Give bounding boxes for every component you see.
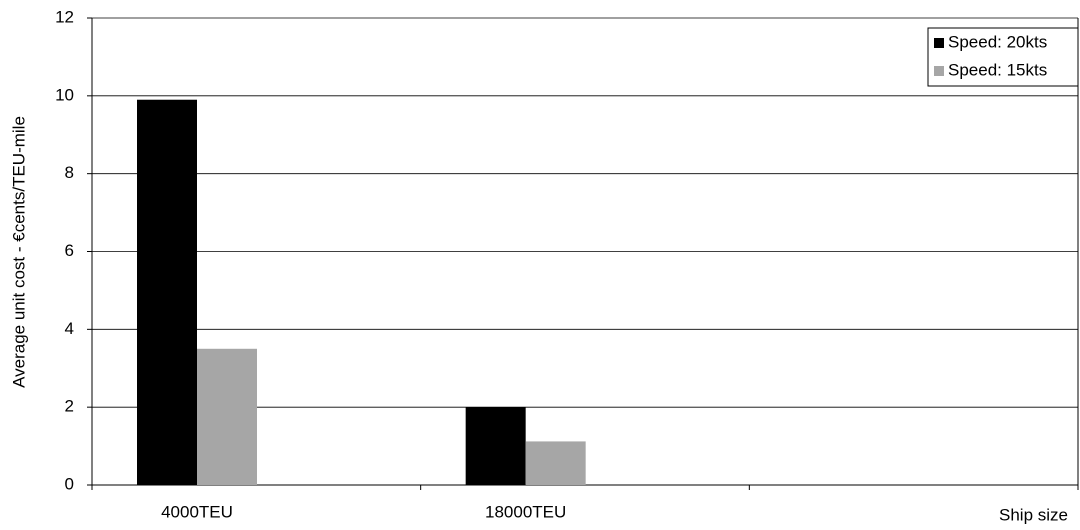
x-tick-label: 18000TEU <box>485 502 566 521</box>
y-tick-label: 10 <box>55 85 74 104</box>
y-tick-label: 12 <box>55 7 74 26</box>
x-axis-label: Ship size <box>999 505 1068 524</box>
bar <box>197 348 257 485</box>
legend-swatch <box>934 38 944 48</box>
legend-swatch <box>934 66 944 76</box>
legend-box <box>927 27 1079 87</box>
legend-label: Speed: 20kts <box>948 32 1047 51</box>
y-tick-label: 0 <box>65 474 74 493</box>
legend-label: Speed: 15kts <box>948 60 1047 79</box>
x-tick-label: 4000TEU <box>161 502 233 521</box>
y-tick-label: 8 <box>65 163 74 182</box>
y-tick-label: 6 <box>65 241 74 260</box>
bar <box>465 407 526 485</box>
y-axis-label: Average unit cost - €cents/TEU-mile <box>9 116 28 388</box>
y-tick-label: 4 <box>65 319 74 338</box>
bar <box>137 99 197 485</box>
bar <box>525 441 586 485</box>
y-tick-label: 2 <box>65 397 74 416</box>
